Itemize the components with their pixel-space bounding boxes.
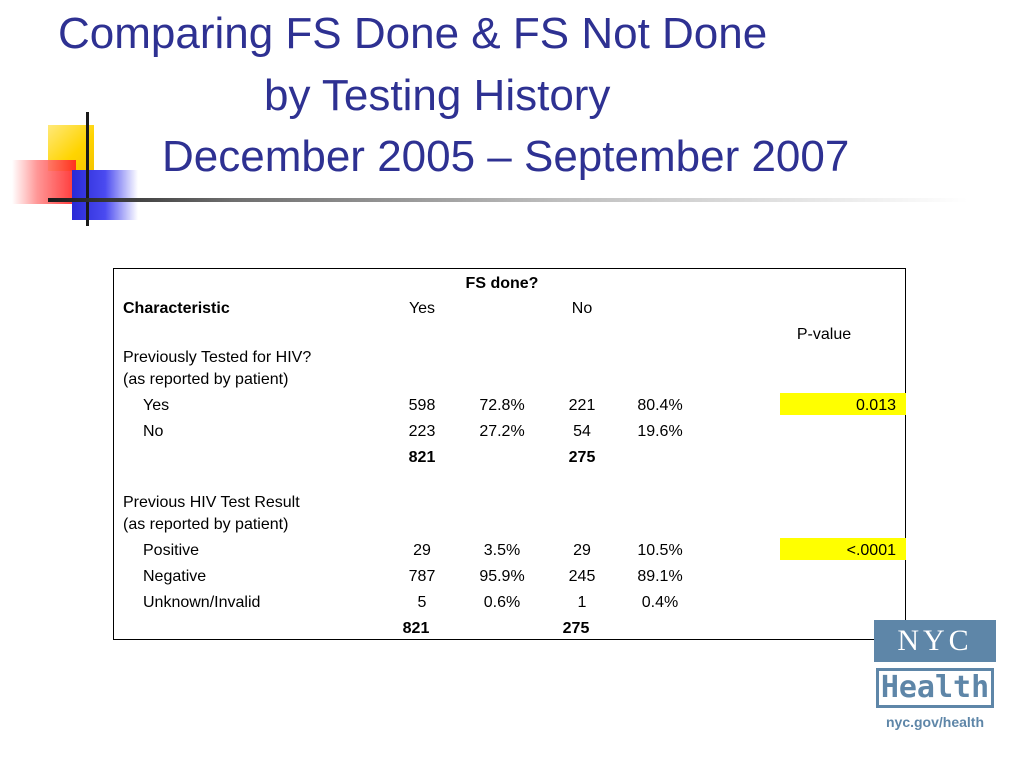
decor-vertical-line	[86, 112, 89, 226]
group-header: FS done?	[465, 275, 539, 292]
row-label: Positive	[143, 542, 200, 559]
logo-nyc-text: NYC	[874, 620, 996, 662]
no-percent: 10.5%	[637, 542, 683, 559]
logo-url-text: nyc.gov/health	[885, 714, 985, 730]
no-total: 275	[562, 620, 590, 637]
col-header-yes: Yes	[408, 300, 436, 317]
yes-total: 821	[408, 449, 436, 466]
yes-percent: 3.5%	[483, 542, 521, 559]
no-percent: 89.1%	[637, 568, 683, 585]
yes-percent: 95.9%	[479, 568, 525, 585]
logo-health-text: Health	[876, 668, 994, 708]
no-percent: 0.4%	[641, 594, 679, 611]
table-bottom-rule	[544, 639, 620, 640]
yes-count: 223	[408, 423, 436, 440]
pvalue-highlight	[780, 393, 906, 415]
no-count: 54	[573, 423, 591, 440]
col-header-no: No	[571, 300, 593, 317]
table-bottom-rule	[782, 639, 906, 640]
slide-title-line-1: Comparing FS Done & FS Not Done	[58, 9, 768, 58]
no-total: 275	[568, 449, 596, 466]
no-percent: 19.6%	[637, 423, 683, 440]
yes-count: 5	[417, 594, 427, 611]
col-header-characteristic: Characteristic	[123, 300, 230, 317]
row-label: Yes	[143, 397, 170, 414]
no-percent: 80.4%	[637, 397, 683, 414]
no-count: 221	[568, 397, 596, 414]
pvalue: <.0001	[846, 542, 896, 559]
yes-percent: 72.8%	[479, 397, 525, 414]
table-bottom-rule	[702, 639, 778, 640]
decor-blue-square	[72, 170, 138, 220]
yes-count: 29	[413, 542, 431, 559]
section-label: Previous HIV Test Result	[123, 494, 300, 511]
yes-percent: 27.2%	[479, 423, 525, 440]
no-count: 245	[568, 568, 596, 585]
row-label: Negative	[143, 568, 207, 585]
yes-count: 598	[408, 397, 436, 414]
slide-title-line-2: by Testing History	[264, 71, 611, 120]
yes-percent: 0.6%	[483, 594, 521, 611]
section-sublabel: (as reported by patient)	[123, 516, 289, 533]
section-sublabel: (as reported by patient)	[123, 371, 289, 388]
table-bottom-rule	[384, 639, 460, 640]
nyc-health-logo: NYC Health nyc.gov/health	[874, 620, 998, 740]
slide-title-line-3: December 2005 – September 2007	[162, 132, 850, 181]
row-label: No	[143, 423, 164, 440]
row-label: Unknown/Invalid	[143, 594, 261, 611]
title-underline	[48, 198, 968, 202]
pvalue-highlight	[780, 538, 906, 560]
col-header-pvalue: P-value	[796, 326, 852, 343]
pvalue: 0.013	[855, 397, 896, 414]
no-count: 29	[573, 542, 591, 559]
results-table: FS done? Characteristic Yes No P-value P…	[113, 268, 906, 640]
yes-total: 821	[402, 620, 430, 637]
decor-red-square	[12, 160, 76, 204]
section-label: Previously Tested for HIV?	[123, 349, 312, 366]
no-count: 1	[577, 594, 587, 611]
yes-count: 787	[408, 568, 436, 585]
